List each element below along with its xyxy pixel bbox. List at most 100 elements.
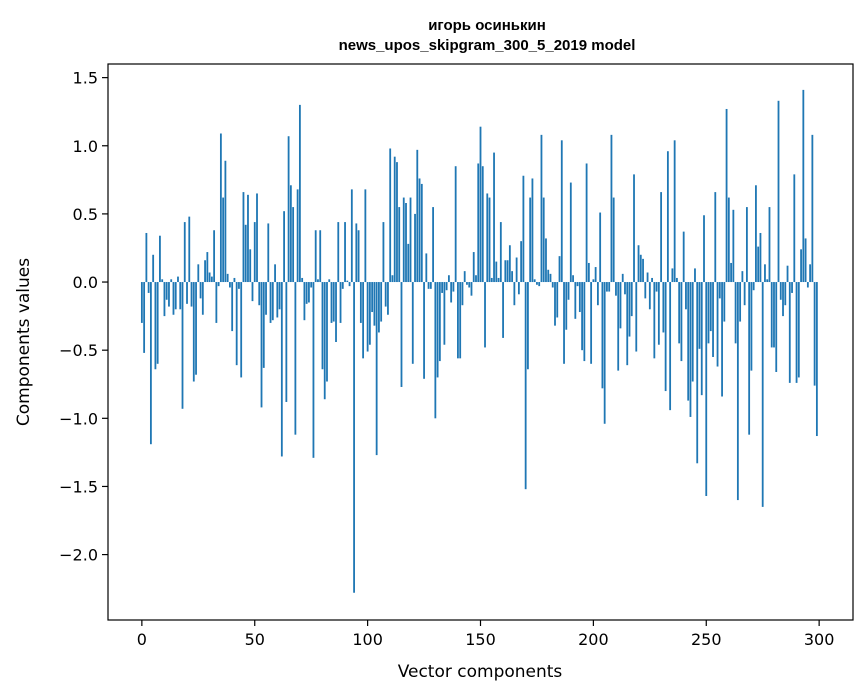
bar-189: [567, 282, 570, 300]
bar-111: [391, 275, 394, 283]
bar-239: [680, 282, 683, 362]
bar-179: [545, 238, 547, 283]
bar-34: [217, 282, 220, 287]
bar-221: [639, 254, 642, 283]
bar-82: [326, 282, 328, 382]
bar-274: [759, 232, 762, 283]
bar-243: [689, 282, 692, 417]
bar-147: [472, 252, 475, 283]
bar-72: [303, 282, 306, 321]
bar-250: [705, 282, 708, 496]
bar-212: [619, 282, 622, 329]
bar-227: [653, 282, 656, 359]
bar-81: [323, 282, 326, 400]
bar-159: [499, 222, 502, 283]
bar-18: [181, 282, 184, 409]
bar-56: [267, 223, 270, 283]
bar-142: [461, 282, 464, 306]
bar-259: [725, 108, 728, 283]
x-tick-label: 300: [804, 630, 835, 649]
bar-143: [463, 271, 466, 283]
bar-296: [809, 264, 812, 283]
bar-231: [662, 282, 665, 333]
bar-33: [215, 282, 218, 323]
bar-188: [565, 282, 568, 330]
bar-89: [341, 282, 344, 289]
bar-22: [190, 282, 193, 307]
bar-139: [454, 166, 457, 283]
bar-30: [208, 272, 211, 283]
bar-292: [800, 249, 802, 283]
bar-148: [475, 275, 477, 283]
bar-187: [563, 282, 565, 364]
bar-281: [775, 282, 778, 372]
bar-173: [531, 178, 534, 283]
bar-101: [368, 282, 371, 345]
bar-54: [262, 282, 265, 368]
bar-205: [603, 282, 606, 424]
bar-38: [226, 273, 229, 283]
bar-9: [161, 279, 164, 283]
bar-199: [590, 282, 593, 364]
bar-123: [418, 178, 421, 283]
chart-title-line-1: игорь осинькин: [428, 17, 546, 34]
bar-186: [560, 140, 563, 283]
bar-217: [630, 282, 633, 317]
bar-61: [278, 282, 281, 310]
bar-70: [298, 104, 301, 283]
bar-62: [280, 282, 283, 457]
bar-224: [646, 272, 649, 283]
bar-202: [596, 282, 599, 306]
bar-270: [750, 282, 753, 371]
bar-86: [335, 282, 337, 342]
bar-5: [152, 254, 155, 283]
bar-287: [788, 282, 791, 383]
bar-290: [795, 282, 798, 383]
bar-59: [274, 264, 276, 283]
bar-266: [741, 271, 744, 283]
bar-16: [177, 276, 179, 283]
bar-10: [163, 282, 166, 317]
bar-92: [348, 282, 351, 287]
bar-165: [513, 282, 516, 306]
bar-90: [344, 222, 346, 283]
bar-14: [172, 282, 175, 315]
bar-114: [398, 207, 401, 283]
bar-74: [308, 282, 310, 303]
bar-222: [642, 258, 644, 283]
bar-103: [373, 282, 376, 326]
y-tick-label: 1.5: [73, 69, 98, 88]
y-axis-ticks: −2.0 −1.5 −1.0 −0.5 0.0 0.5 1.0 1.5: [59, 69, 108, 565]
bar-122: [416, 149, 419, 283]
bar-282: [777, 100, 780, 283]
bar-44: [240, 282, 243, 378]
bar-167: [517, 282, 520, 295]
bar-137: [450, 282, 453, 303]
bar-208: [610, 134, 613, 283]
bar-93: [350, 189, 353, 283]
bar-136: [447, 275, 450, 283]
bar-130: [434, 282, 437, 419]
bar-275: [761, 282, 764, 507]
bar-64: [285, 282, 288, 402]
bar-233: [666, 151, 669, 283]
bar-261: [730, 262, 732, 283]
y-axis-label: Components values: [14, 258, 34, 426]
bar-175: [536, 282, 538, 285]
bar-252: [709, 282, 712, 332]
bar-269: [748, 282, 751, 435]
bar-200: [592, 279, 595, 283]
y-tick-label: 1.0: [73, 137, 98, 156]
bar-13: [170, 279, 173, 283]
bar-24: [195, 282, 197, 375]
bar-77: [314, 230, 317, 283]
bar-157: [495, 261, 498, 283]
bar-87: [337, 222, 340, 283]
chart-title-line-2: news_upos_skipgram_300_5_2019 model: [339, 37, 636, 54]
bar-113: [396, 162, 398, 283]
bar-295: [806, 282, 809, 288]
bar-204: [601, 282, 604, 389]
bar-53: [260, 282, 263, 408]
bar-176: [538, 282, 541, 287]
bar-73: [305, 282, 308, 304]
